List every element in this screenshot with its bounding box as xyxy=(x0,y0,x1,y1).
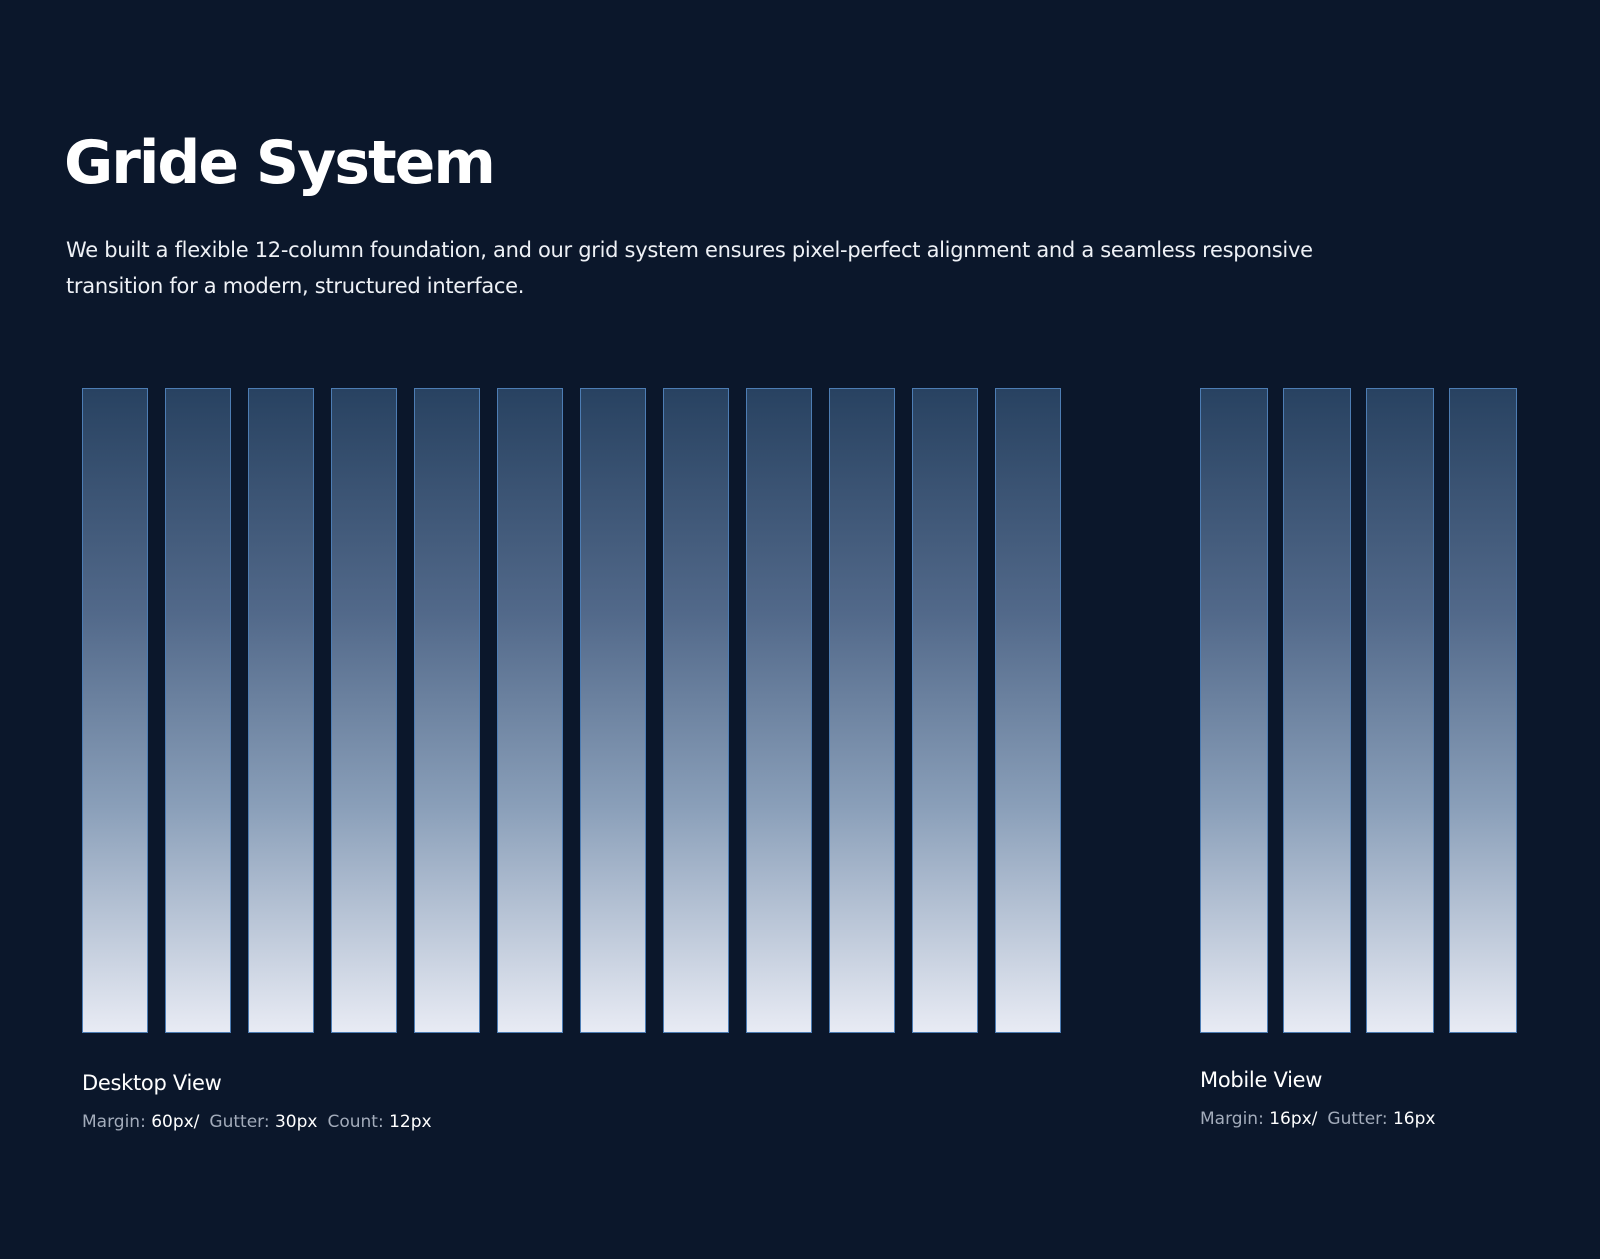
grid-column xyxy=(912,388,978,1033)
desktop-specs: Margin: 60px/Gutter: 30px Count: 12px xyxy=(82,1112,442,1132)
grid-column xyxy=(1283,388,1351,1033)
spec-value: 16px xyxy=(1392,1109,1436,1129)
mobile-label: Mobile View xyxy=(1200,1068,1323,1092)
grid-column xyxy=(746,388,812,1033)
grid-column xyxy=(580,388,646,1033)
grid-column xyxy=(82,388,148,1033)
spec-value: 30px xyxy=(274,1112,318,1132)
spec-label: Gutter: xyxy=(209,1112,270,1132)
description: We built a flexible 12-column foundation… xyxy=(66,238,1313,298)
grid-column xyxy=(1449,388,1517,1033)
spec-label: Count: xyxy=(327,1112,384,1132)
grid-column xyxy=(663,388,729,1033)
grid-column xyxy=(414,388,480,1033)
grid-column xyxy=(497,388,563,1033)
spec-value: 60px/ xyxy=(151,1112,200,1132)
spec-label: Margin: xyxy=(82,1112,146,1132)
grid-column xyxy=(165,388,231,1033)
spec-value: 16px/ xyxy=(1269,1109,1318,1129)
grid-column xyxy=(248,388,314,1033)
desktop-grid xyxy=(82,388,1061,1033)
desktop-label: Desktop View xyxy=(82,1071,222,1095)
mobile-specs: Margin: 16px/Gutter: 16px xyxy=(1200,1109,1445,1129)
grid-column xyxy=(1366,388,1434,1033)
spec-label: Gutter: xyxy=(1327,1109,1388,1129)
grid-column xyxy=(331,388,397,1033)
grid-column xyxy=(1200,388,1268,1033)
grid-column xyxy=(995,388,1061,1033)
title: Gride System xyxy=(64,128,496,198)
grid-column xyxy=(829,388,895,1033)
spec-label: Margin: xyxy=(1200,1109,1264,1129)
spec-value: 12px xyxy=(389,1112,432,1132)
mobile-grid xyxy=(1200,388,1517,1033)
